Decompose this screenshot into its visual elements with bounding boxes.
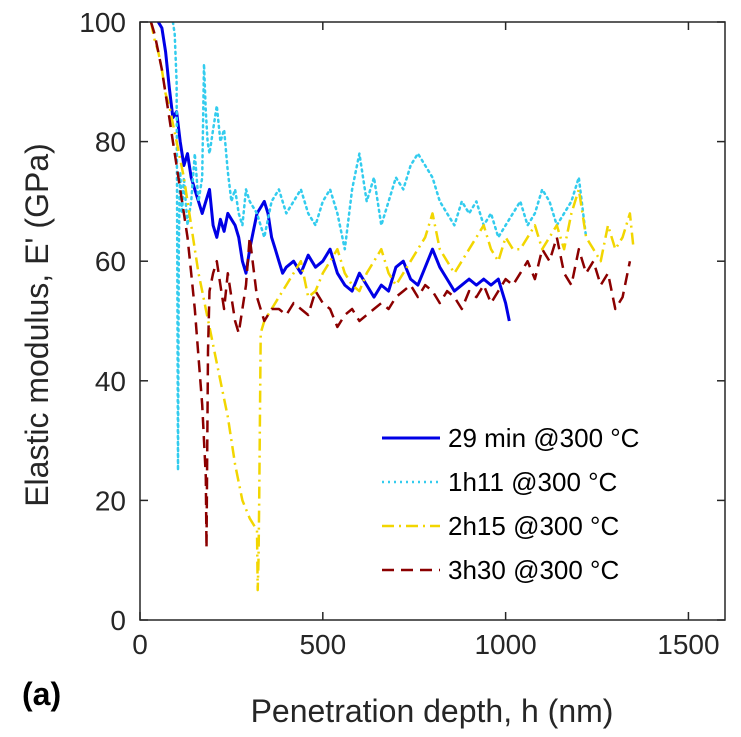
y-tick-label: 80 (95, 127, 126, 158)
x-tick-label: 1500 (657, 629, 719, 660)
y-tick-label: 100 (79, 7, 126, 38)
x-axis-label: Penetration depth, h (nm) (251, 693, 614, 729)
y-tick-label: 20 (95, 485, 126, 516)
legend-label-4: 3h30 @300 °C (448, 555, 619, 585)
series-line-3 (149, 22, 635, 592)
legend-label-3: 2h15 @300 °C (448, 511, 619, 541)
series-line-4 (149, 22, 632, 550)
series-line-2 (171, 22, 588, 472)
y-tick-label: 0 (110, 605, 126, 636)
panel-label: (a) (22, 676, 61, 712)
legend-label-1: 29 min @300 °C (448, 423, 639, 453)
plot-frame (139, 21, 726, 621)
x-tick-label: 500 (299, 629, 346, 660)
series-line-1 (157, 22, 511, 322)
x-tick-label: 1000 (474, 629, 536, 660)
y-axis-label: Elastic modulus, E' (GPa) (19, 143, 55, 507)
x-tick-label: 0 (132, 629, 148, 660)
plot-area (149, 22, 635, 592)
y-tick-label: 40 (95, 366, 126, 397)
axes: 0 500 1000 1500 0 20 40 60 80 100 (79, 7, 726, 660)
series-group (149, 22, 635, 592)
y-tick-label: 60 (95, 246, 126, 277)
legend-label-2: 1h11 @300 °C (448, 467, 617, 497)
legend: 29 min @300 °C 1h11 @300 °C 2h15 @300 °C 3h… (382, 423, 639, 585)
